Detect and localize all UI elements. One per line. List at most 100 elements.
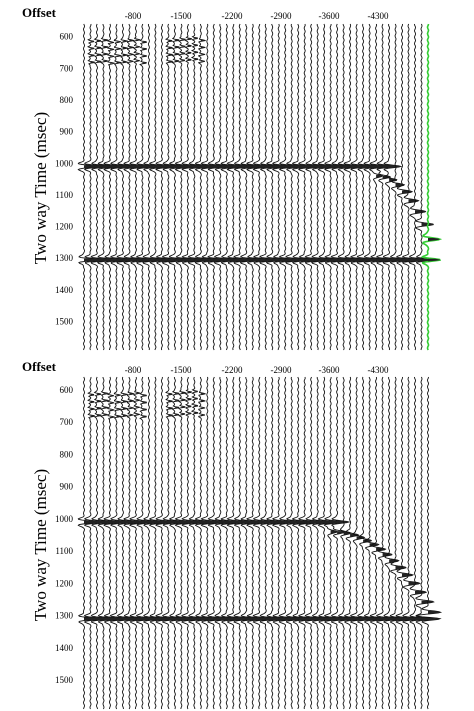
- seismic-trace: [291, 376, 313, 710]
- seismic-trace: [271, 376, 294, 710]
- y-tick-label: 1000: [55, 514, 74, 524]
- x-tick-label: -4300: [368, 365, 389, 375]
- y-tick-label: 1000: [55, 158, 74, 168]
- seismic-trace: [349, 376, 372, 710]
- seismic-trace: [220, 23, 241, 351]
- seismic-trace: [200, 23, 222, 351]
- seismic-trace: [142, 23, 163, 351]
- seismic-trace: [285, 23, 306, 351]
- trace-fill: [90, 41, 104, 262]
- seismic-trace: [265, 23, 287, 351]
- seismic-trace: [233, 23, 254, 351]
- seismic-trace: [304, 376, 326, 710]
- seismic-trace: [161, 23, 183, 351]
- y-tick-label: 1500: [55, 317, 74, 327]
- seismic-trace: [181, 377, 203, 710]
- seismic-trace: [194, 376, 215, 710]
- y-tick-labels: 600 700 800 900 1000 1100 1200 1300 1400 1500: [55, 32, 74, 327]
- seismic-trace: [240, 377, 260, 710]
- trace-fill: [428, 238, 440, 262]
- seismic-trace: [246, 376, 268, 709]
- seismic-trace: [382, 23, 403, 351]
- seismic-trace: [103, 376, 125, 709]
- seismic-trace: [116, 376, 137, 709]
- seismic-trace: [129, 23, 151, 351]
- seismic-trace: [83, 23, 105, 351]
- seismic-trace: [278, 376, 300, 710]
- trace-fill: [415, 591, 427, 621]
- seismic-trace: [259, 23, 280, 350]
- seismic-trace: [90, 23, 111, 351]
- seismic-trace: [297, 376, 320, 710]
- seismic-trace: [90, 376, 112, 710]
- seismic-trace: [285, 376, 306, 710]
- seismic-trace: [161, 376, 183, 710]
- seismic-trace: [310, 23, 332, 351]
- seismic-trace: [116, 23, 137, 350]
- x-tick-label: -1500: [171, 11, 192, 21]
- seismic-trace: [207, 23, 228, 351]
- seismic-trace: [129, 376, 151, 710]
- y-tick-label: 1300: [55, 611, 74, 621]
- seismic-trace: [338, 376, 358, 710]
- y-tick-labels: 600 700 800 900 1000 1100 1200 1300 1400 1500: [55, 385, 74, 685]
- panel-title: Offset: [22, 5, 57, 20]
- seismic-trace: [291, 23, 313, 351]
- seismic-trace: [415, 376, 436, 710]
- y-tick-label: 700: [60, 63, 74, 73]
- seismic-trace: [337, 23, 358, 351]
- x-tick-label: -2200: [222, 365, 243, 375]
- y-axis-label: Two way Time (msec): [31, 469, 50, 621]
- seismic-trace: [368, 23, 391, 351]
- seismic-trace: [77, 376, 99, 710]
- seismic-trace: [297, 23, 320, 351]
- y-axis-label: Two way Time (msec): [31, 112, 50, 264]
- seismic-trace: [174, 23, 196, 350]
- seismic-trace: [369, 376, 391, 710]
- seismic-trace: [357, 376, 377, 710]
- seismic-panel-bottom: Offset Two way Time (msec) -800 -1500 -220…: [22, 359, 443, 710]
- seismic-trace: [420, 23, 443, 351]
- seismic-trace: [401, 23, 422, 351]
- seismic-trace: [181, 24, 203, 351]
- y-tick-label: 1100: [55, 190, 73, 200]
- trace-fill: [376, 165, 389, 262]
- seismic-trace: [233, 376, 255, 710]
- seismic-trace: [187, 23, 208, 350]
- seismic-trace: [402, 376, 423, 710]
- y-tick-label: 600: [60, 32, 74, 42]
- seismic-trace: [148, 376, 170, 710]
- x-tick-label: -2200: [222, 11, 243, 21]
- x-tick-label: -800: [125, 365, 142, 375]
- seismic-trace: [415, 23, 434, 351]
- seismic-trace: [168, 24, 189, 351]
- seismic-trace: [363, 376, 384, 710]
- seismic-trace: [409, 376, 429, 710]
- seismic-trace: [415, 376, 443, 710]
- seismic-trace: [174, 376, 196, 709]
- y-tick-label: 1200: [55, 222, 74, 232]
- seismic-trace: [311, 376, 332, 710]
- seismic-trace: [317, 23, 339, 351]
- seismic-trace: [356, 23, 377, 351]
- seismic-trace: [155, 23, 177, 351]
- x-tick-labels: -800 -1500 -2200 -2900 -3600 -4300: [125, 365, 389, 375]
- seismic-trace: [330, 376, 352, 709]
- seismic-trace: [343, 376, 365, 710]
- seismic-trace: [207, 376, 229, 710]
- y-tick-label: 800: [60, 95, 74, 105]
- seismic-trace: [363, 23, 384, 351]
- x-tick-labels: -800 -1500 -2200 -2900 -3600 -4300: [125, 11, 389, 21]
- seismic-trace: [123, 376, 144, 710]
- trace-group: [77, 376, 443, 710]
- seismic-trace: [395, 376, 417, 710]
- y-tick-label: 1300: [55, 253, 74, 263]
- seismic-trace: [77, 23, 99, 351]
- seismic-trace: [323, 377, 346, 710]
- seismic-trace: [395, 23, 415, 351]
- seismic-trace: [324, 24, 346, 351]
- x-tick-label: -2900: [271, 365, 292, 375]
- seismic-trace: [317, 376, 339, 710]
- seismic-trace: [97, 377, 118, 710]
